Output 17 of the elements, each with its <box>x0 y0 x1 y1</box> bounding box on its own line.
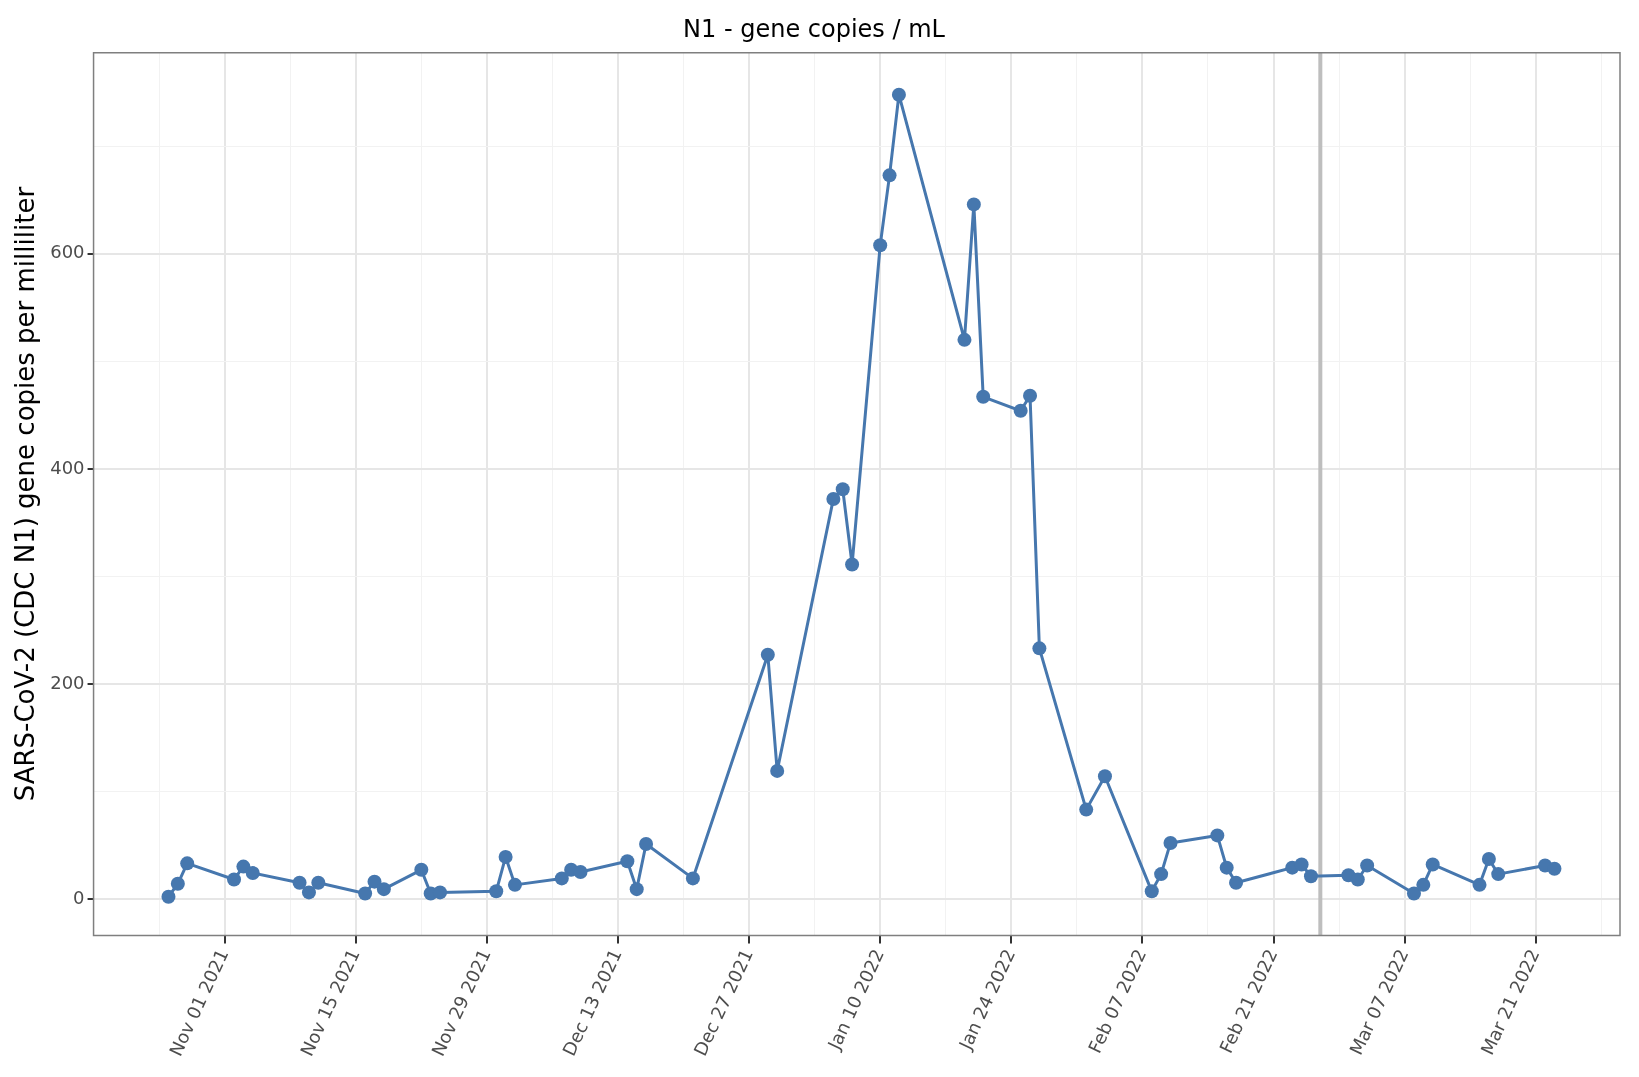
x-tick-label: Feb 07 2022 <box>1083 945 1151 1057</box>
x-tick-label: Mar 07 2022 <box>1345 945 1413 1059</box>
x-tick-label: Nov 01 2021 <box>164 945 233 1060</box>
x-tick-label: Jan 24 2022 <box>954 945 1020 1054</box>
y-axis-title: SARS-CoV-2 (CDC N1) gene copies per milliliter <box>10 186 41 802</box>
x-tick-label: Feb 21 2022 <box>1214 945 1282 1057</box>
x-tick-label: Dec 27 2021 <box>689 945 757 1059</box>
y-tick-label: 0 <box>73 886 85 908</box>
chart-title: N1 - gene copies / mL <box>683 14 946 43</box>
x-tick-label: Mar 21 2022 <box>1476 945 1544 1059</box>
y-tick-label: 400 <box>50 456 85 478</box>
y-tick-label: 600 <box>50 241 85 263</box>
x-tick-label: Jan 10 2022 <box>822 945 889 1054</box>
y-tick-label: 200 <box>50 671 85 693</box>
x-tick-label: Nov 29 2021 <box>426 945 495 1060</box>
x-tick-label: Nov 15 2021 <box>295 945 364 1060</box>
x-tick-label: Dec 13 2021 <box>558 945 626 1059</box>
